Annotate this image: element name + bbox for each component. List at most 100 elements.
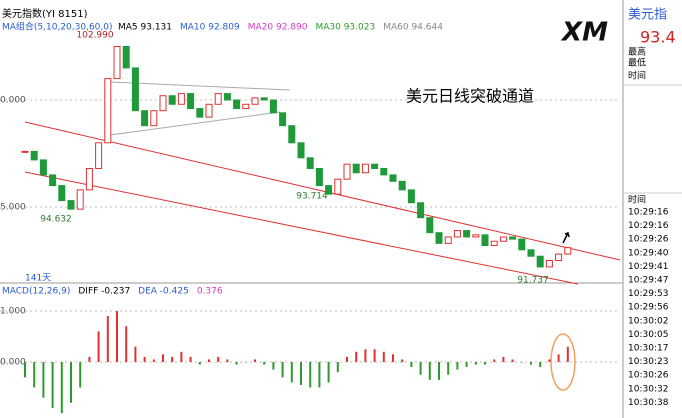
macd-bar: [438, 362, 440, 380]
axis-label: 5.000: [0, 203, 26, 213]
candle: [435, 232, 443, 244]
trades-header: 时间: [628, 194, 646, 206]
macd-bar: [272, 362, 275, 370]
macd-bar: [116, 311, 118, 362]
macd-bar: [180, 351, 183, 362]
macd-bar: [189, 356, 192, 362]
macd-bar: [566, 346, 569, 362]
candle: [555, 253, 563, 262]
macd-legend: DIFF -0.237: [78, 287, 130, 297]
macd-bar: [392, 354, 394, 362]
macd-bar: [290, 362, 293, 383]
macd-bar: [244, 362, 247, 363]
macd-bar: [419, 362, 422, 375]
macd-bar: [70, 362, 72, 403]
macd-bar: [24, 362, 26, 378]
candle: [306, 157, 314, 169]
macd-bar: [447, 362, 450, 375]
candle: [325, 185, 333, 195]
macd-bar: [226, 359, 229, 362]
candle: [481, 234, 489, 247]
macd-bar: [530, 362, 532, 365]
macd-bar: [355, 351, 358, 362]
candle: [141, 110, 149, 127]
candle: [315, 167, 323, 187]
candle: [444, 236, 452, 244]
macd-bar: [382, 351, 385, 362]
candle: [398, 180, 406, 191]
quote-field: 最高: [628, 46, 646, 58]
period-label: 141天: [25, 274, 51, 284]
axis-label: 1.000: [0, 307, 26, 317]
macd-bar: [327, 362, 330, 383]
candle: [187, 93, 195, 110]
macd-bar: [263, 362, 266, 365]
macd-bar: [548, 359, 551, 362]
candle: [518, 238, 526, 251]
macd-bar: [309, 362, 312, 388]
candle: [159, 95, 167, 112]
macd-bar: [198, 362, 201, 365]
macd-bar: [465, 362, 468, 368]
highlight-circle: [550, 333, 576, 391]
macd-bar: [520, 362, 523, 363]
candle: [168, 95, 176, 105]
macd-bar: [428, 362, 431, 380]
candle: [196, 108, 204, 118]
candle: [490, 240, 498, 247]
macd-bar: [318, 362, 321, 388]
candle: [297, 142, 305, 159]
ma-legend-item: MA10 92.809: [180, 23, 240, 33]
macd-bar: [162, 354, 164, 362]
macd-bar: [300, 362, 302, 385]
trade-time: 10:29:41: [628, 262, 668, 272]
candle: [233, 99, 241, 110]
macd-bar: [401, 359, 404, 362]
quote-price: 93.4: [640, 28, 676, 47]
candle: [527, 249, 535, 257]
candle: [352, 163, 360, 174]
candle: [131, 67, 139, 112]
candle: [269, 99, 277, 114]
candle: [76, 189, 84, 210]
macd-legend: MACD(12,26,9): [2, 287, 70, 297]
quote-name: 美元指: [628, 8, 667, 23]
candle: [472, 234, 480, 238]
candle: [371, 163, 379, 169]
low-label: 91.737: [517, 276, 549, 286]
candle: [334, 178, 342, 195]
candle: [104, 78, 112, 144]
candle: [499, 236, 507, 242]
macd-bar: [97, 331, 100, 362]
macd-bar: [33, 362, 36, 388]
candle: [214, 93, 222, 105]
candle: [389, 174, 397, 182]
candle: [260, 97, 268, 101]
trade-time: 10:30:32: [628, 384, 668, 394]
candle: [85, 167, 93, 191]
macd-bar: [134, 346, 137, 362]
macd-bar: [143, 356, 146, 362]
macd-bar: [484, 362, 486, 365]
low-label: 93.714: [296, 192, 328, 202]
candle: [95, 142, 103, 169]
macd-bar: [79, 362, 82, 388]
high-label: 102.990: [76, 31, 113, 41]
candle: [407, 189, 415, 204]
axis-label: 0.000: [0, 358, 26, 368]
trade-time: 10:29:56: [628, 303, 669, 313]
trade-time: 10:29:40: [628, 248, 669, 258]
trade-time: 10:30:38: [628, 398, 669, 408]
trade-time: 10:29:16: [628, 221, 669, 231]
low-label: 94.632: [40, 215, 72, 225]
candle: [343, 163, 351, 180]
macd-bar: [474, 362, 477, 365]
macd-bar: [456, 362, 459, 370]
ma-legend-label: MA组合(5,10,20,30,60,0): [2, 21, 113, 33]
candle: [122, 46, 130, 69]
candle: [545, 260, 553, 268]
macd-bar: [254, 359, 256, 362]
trade-time: 10:30:17: [628, 344, 668, 354]
